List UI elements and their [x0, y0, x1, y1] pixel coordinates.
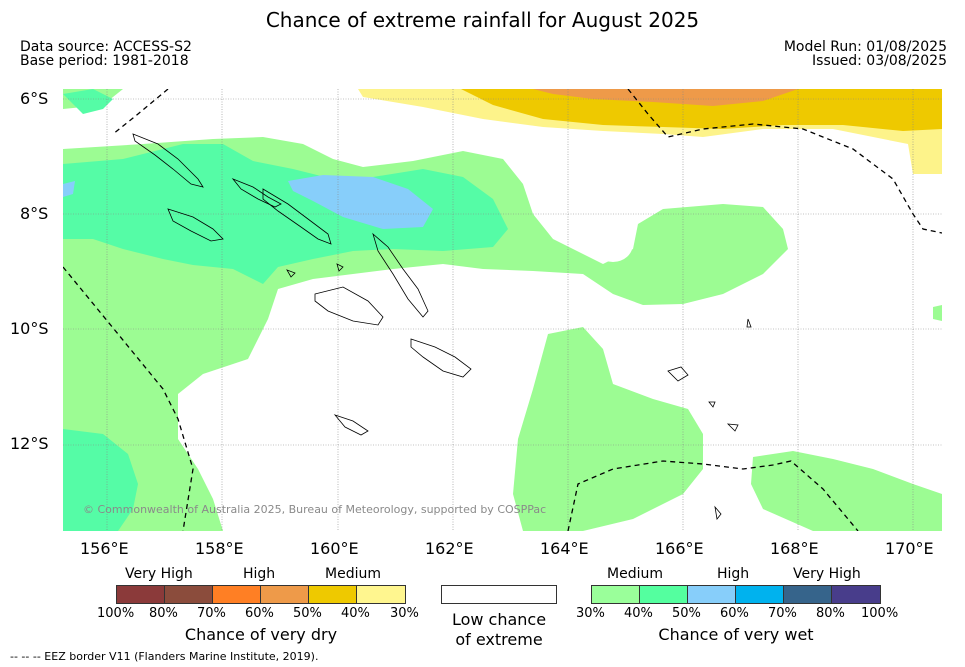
wet-tick-70: 70%: [768, 606, 797, 621]
wet-header-high: High: [717, 566, 750, 582]
bougainville-island: [132, 133, 204, 188]
eez-borders: [63, 89, 942, 531]
wet-colorbar: [591, 585, 881, 604]
dry-swatch-2: [165, 586, 213, 603]
low-chance-patch-1: [593, 226, 633, 262]
gridlines: [63, 89, 942, 531]
chart-title: Chance of extreme rainfall for August 20…: [265, 8, 700, 32]
small-island-5: [714, 505, 722, 520]
low-chance-line2: of extreme: [455, 630, 543, 649]
dry-tick-80: 80%: [149, 606, 178, 621]
wet-swatch-2: [640, 586, 688, 603]
issued-date: Issued: 03/08/2025: [812, 53, 947, 69]
dry-header-very-high: Very High: [125, 566, 193, 582]
copyright-notice: © Commonwealth of Australia 2025, Bureau…: [83, 503, 547, 516]
wet-medium-region-southeast: [751, 451, 942, 531]
dry-legend-title: Chance of very dry: [184, 625, 338, 644]
wet-tick-60: 60%: [720, 606, 749, 621]
lon-label-162e: 162°E: [425, 539, 474, 558]
low-chance-line1: Low chance: [451, 610, 547, 629]
small-island-2: [286, 269, 296, 278]
dry-swatch-6: [357, 586, 405, 603]
dry-swatch-3: [213, 586, 261, 603]
low-chance-swatch: [441, 585, 557, 604]
lon-label-158e: 158°E: [195, 539, 244, 558]
wet-tick-50: 50%: [672, 606, 701, 621]
lat-label-6s: 6°S: [20, 89, 49, 108]
dry-swatch-4: [261, 586, 309, 603]
base-period: Base period: 1981-2018: [20, 53, 189, 69]
small-island-3: [708, 401, 716, 408]
lon-label-168e: 168°E: [770, 539, 819, 558]
wet-header-medium: Medium: [607, 566, 663, 582]
wet-very-high-region: [288, 175, 433, 229]
dry-header-medium: Medium: [325, 566, 381, 582]
small-island-4: [726, 423, 739, 432]
lat-label-8s: 8°S: [20, 204, 49, 223]
model-run: Model Run: 01/08/2025: [783, 39, 947, 55]
malaita-island: [372, 232, 429, 318]
small-island-1: [336, 263, 344, 272]
land-outlines: [132, 133, 752, 520]
dry-tick-40: 40%: [341, 606, 370, 621]
dry-header-high: High: [243, 566, 276, 582]
choiseul-island: [231, 178, 282, 208]
santa-cruz-island: [667, 366, 689, 382]
guadalcanal-island: [314, 286, 384, 326]
small-island-6: [746, 318, 752, 328]
wet-high-region-north: [63, 89, 508, 284]
dry-tick-30: 30%: [390, 606, 419, 621]
eez-border-note: -- -- -- EEZ border V11 (Flanders Marine…: [10, 650, 319, 663]
dry-high-region: [533, 89, 798, 106]
lon-label-160e: 160°E: [310, 539, 359, 558]
dry-medium-region: [461, 89, 942, 131]
wet-swatch-5: [784, 586, 832, 603]
rainfall-map: [63, 89, 942, 531]
wet-tick-100: 100%: [861, 606, 899, 621]
dry-colorbar: [116, 585, 406, 604]
dry-swatch-1: [117, 586, 165, 603]
dry-tick-60: 60%: [245, 606, 274, 621]
makira-island: [410, 338, 472, 378]
lon-label-164e: 164°E: [540, 539, 589, 558]
dry-tick-50: 50%: [293, 606, 322, 621]
wet-header-very-high: Very High: [793, 566, 861, 582]
new-georgia-island: [167, 208, 224, 242]
dry-tick-100: 100%: [97, 606, 135, 621]
wet-high-region-southwest: [63, 429, 138, 531]
rennell-island: [333, 414, 369, 436]
lon-label-156e: 156°E: [80, 539, 129, 558]
santa-isabel-island: [262, 188, 332, 245]
lat-label-12s: 12°S: [10, 434, 49, 453]
wet-legend-title: Chance of very wet: [658, 625, 814, 644]
lat-label-10s: 10°S: [10, 319, 49, 338]
wet-tick-30: 30%: [576, 606, 605, 621]
wet-tick-80: 80%: [816, 606, 845, 621]
wet-medium-region-east: [933, 305, 942, 321]
wet-medium-region-south: [513, 327, 703, 531]
lon-label-166e: 166°E: [655, 539, 704, 558]
data-source: Data source: ACCESS-S2: [20, 39, 192, 55]
wet-swatch-4: [736, 586, 784, 603]
run-info: Model Run: 01/08/2025 Issued: 03/08/2025: [784, 40, 947, 68]
wet-tick-40: 40%: [624, 606, 653, 621]
lon-label-170e: 170°E: [885, 539, 934, 558]
low-chance-label: Low chance of extreme: [430, 610, 568, 650]
wet-swatch-6: [832, 586, 880, 603]
dry-tick-70: 70%: [197, 606, 226, 621]
data-info: Data source: ACCESS-S2 Base period: 1981…: [20, 40, 192, 68]
wet-very-high-region-west: [63, 181, 75, 197]
wet-swatch-1: [592, 586, 640, 603]
wet-swatch-3: [688, 586, 736, 603]
dry-swatch-5: [309, 586, 357, 603]
